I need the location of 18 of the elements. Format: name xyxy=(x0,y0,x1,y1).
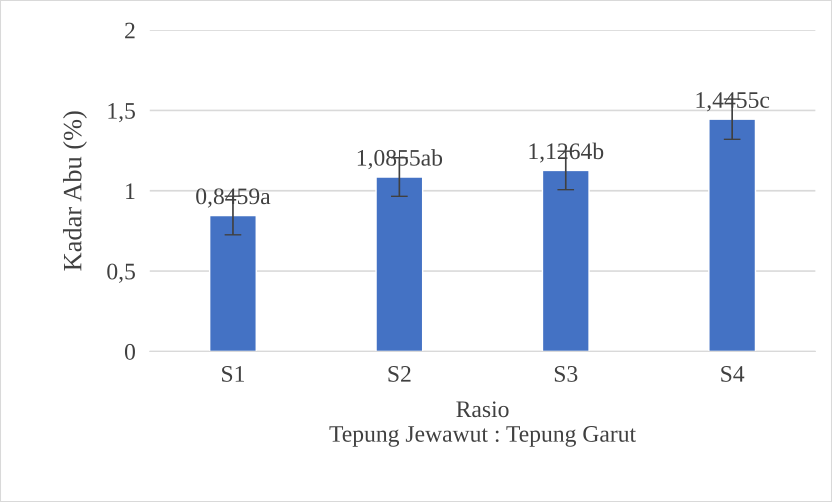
x-tick-label: S2 xyxy=(388,366,411,382)
data-label: 0,8459a xyxy=(196,188,270,208)
y-tick-label: 0,5 xyxy=(107,264,135,283)
x-tick-label: S1 xyxy=(222,366,244,382)
x-tick-label: S3 xyxy=(554,366,578,382)
bar xyxy=(208,214,257,352)
data-label: 1,1264b xyxy=(529,142,604,163)
y-tick-label: 0 xyxy=(124,344,135,360)
data-label: 1,0855ab xyxy=(358,149,442,170)
bar xyxy=(542,170,590,352)
x-tick-label: S4 xyxy=(721,366,744,382)
y-tick-label: 1 xyxy=(126,183,134,199)
y-axis-title: Kadar Abu (%) xyxy=(62,111,87,271)
bar xyxy=(375,176,424,352)
x-axis-title: Rasio Tepung Jewawut : Tepung Garut xyxy=(329,401,636,447)
y-tick-label: 1,5 xyxy=(108,103,135,122)
bar xyxy=(708,118,756,352)
y-tick-label: 2 xyxy=(125,22,135,38)
